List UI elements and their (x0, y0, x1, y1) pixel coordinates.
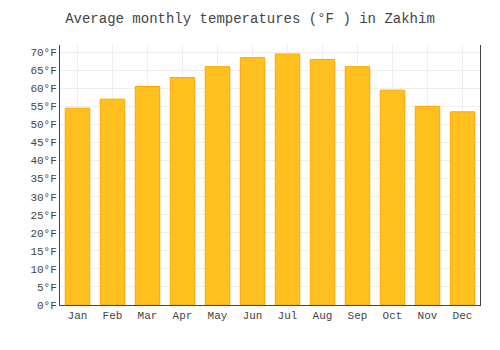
svg-text:Aug: Aug (313, 310, 333, 322)
svg-text:70°F: 70°F (30, 47, 56, 59)
svg-text:Average monthly temperatures (: Average monthly temperatures (°F ) in Za… (65, 11, 435, 27)
svg-text:Oct: Oct (383, 310, 403, 322)
svg-text:60°F: 60°F (30, 83, 56, 95)
svg-text:55°F: 55°F (30, 101, 56, 113)
svg-text:35°F: 35°F (30, 173, 56, 185)
svg-text:Nov: Nov (418, 310, 438, 322)
svg-text:Feb: Feb (103, 310, 123, 322)
svg-text:5°F: 5°F (37, 282, 57, 294)
svg-text:Jun: Jun (243, 310, 263, 322)
svg-text:Dec: Dec (453, 310, 473, 322)
svg-text:45°F: 45°F (30, 137, 56, 149)
svg-text:10°F: 10°F (30, 264, 56, 276)
svg-text:20°F: 20°F (30, 228, 56, 240)
svg-text:Sep: Sep (348, 310, 368, 322)
svg-text:Jul: Jul (278, 310, 298, 322)
svg-text:Mar: Mar (138, 310, 158, 322)
svg-text:May: May (208, 310, 228, 322)
svg-text:40°F: 40°F (30, 155, 56, 167)
svg-text:Jan: Jan (68, 310, 88, 322)
svg-text:Apr: Apr (173, 310, 193, 322)
svg-text:25°F: 25°F (30, 210, 56, 222)
svg-text:30°F: 30°F (30, 192, 56, 204)
svg-text:65°F: 65°F (30, 65, 56, 77)
svg-text:0°F: 0°F (37, 300, 57, 312)
svg-text:50°F: 50°F (30, 119, 56, 131)
svg-text:15°F: 15°F (30, 246, 56, 258)
